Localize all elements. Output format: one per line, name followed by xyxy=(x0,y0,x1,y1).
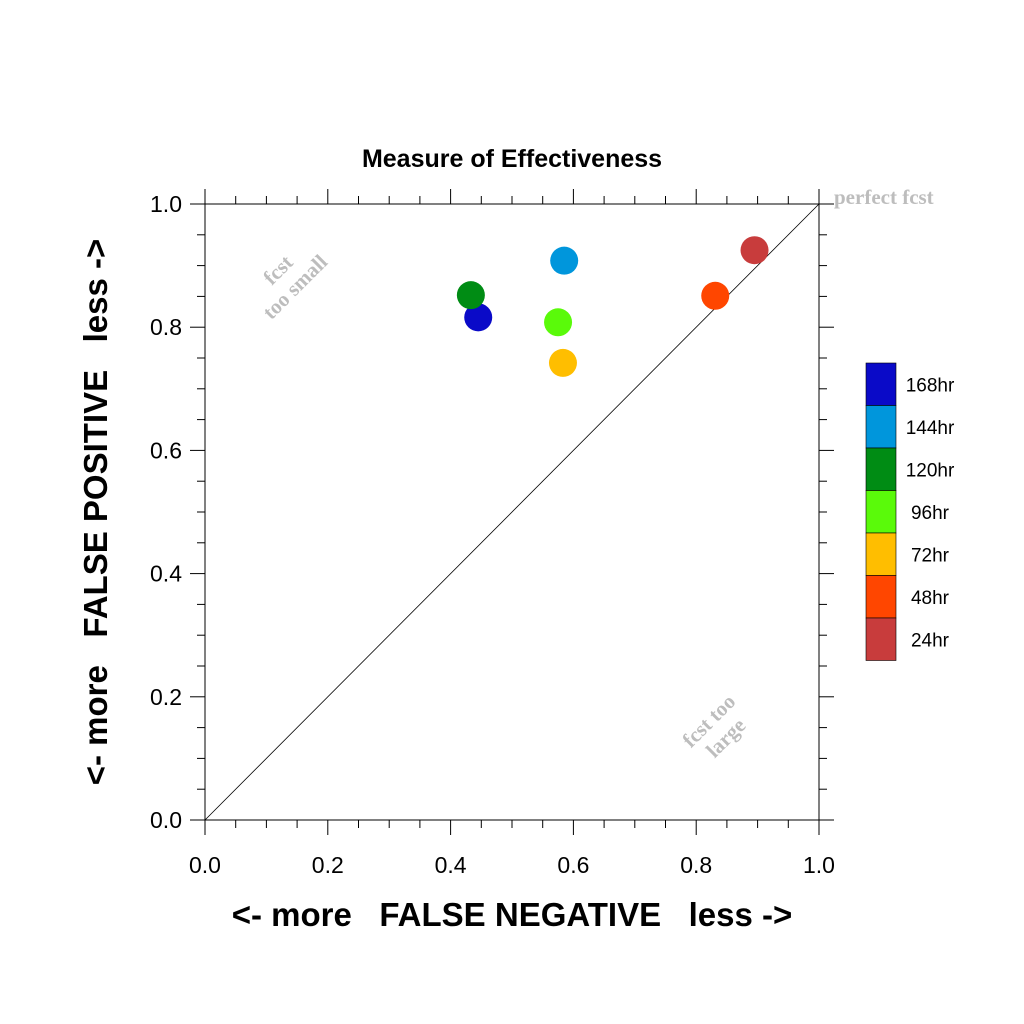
point-96hr xyxy=(544,308,573,337)
y-tick-label: 1.0 xyxy=(150,191,182,217)
y-tick-label: 0.6 xyxy=(150,437,182,463)
perfect-fcst-annotation: perfect fcst xyxy=(834,185,934,209)
y-axis-label: <- more FALSE POSITIVE less -> xyxy=(77,239,114,786)
chart-title: Measure of Effectiveness xyxy=(362,145,662,173)
legend-label-168hr: 168hr xyxy=(906,375,955,396)
y-tick-label: 0.2 xyxy=(150,684,182,710)
legend-label-72hr: 72hr xyxy=(911,545,950,566)
y-tick-labels: 0.0 0.2 0.4 0.6 0.8 1.0 xyxy=(150,191,182,833)
legend-label-144hr: 144hr xyxy=(906,418,955,439)
x-tick-label: 0.0 xyxy=(189,852,221,878)
legend-label-24hr: 24hr xyxy=(911,630,950,651)
data-points xyxy=(456,236,769,377)
x-tick-label: 0.2 xyxy=(312,852,344,878)
legend-label-48hr: 48hr xyxy=(911,588,950,609)
point-120hr xyxy=(456,281,485,310)
point-144hr xyxy=(550,246,579,275)
x-tick-labels: 0.0 0.2 0.4 0.6 0.8 1.0 xyxy=(189,852,835,878)
legend-swatch-144hr xyxy=(865,405,897,449)
too-small-annotation: fcst too small xyxy=(258,250,332,324)
point-72hr xyxy=(548,348,577,377)
point-24hr xyxy=(740,236,769,265)
point-48hr xyxy=(701,281,730,310)
x-tick-label: 0.6 xyxy=(557,852,589,878)
x-tick-label: 1.0 xyxy=(803,852,835,878)
legend-swatch-24hr xyxy=(865,617,897,661)
legend-swatch-48hr xyxy=(865,575,897,619)
legend-swatch-120hr xyxy=(865,447,897,491)
legend-swatch-96hr xyxy=(865,490,897,534)
legend-swatch-72hr xyxy=(865,532,897,576)
too-large-annotation: fcst too large xyxy=(677,689,750,762)
y-tick-label: 0.4 xyxy=(150,561,182,587)
x-axis-label: <- more FALSE NEGATIVE less -> xyxy=(232,896,793,933)
legend-label-96hr: 96hr xyxy=(911,503,950,524)
axis-ticks xyxy=(190,189,834,835)
legend-label-120hr: 120hr xyxy=(906,460,955,481)
y-tick-label: 0.0 xyxy=(150,807,182,833)
legend-swatch-168hr xyxy=(865,362,897,406)
x-tick-label: 0.8 xyxy=(680,852,712,878)
legend: 168hr 144hr 120hr 96hr 72hr 48hr 24hr xyxy=(865,362,955,661)
point-168hr xyxy=(464,303,493,332)
x-tick-label: 0.4 xyxy=(435,852,467,878)
y-tick-label: 0.8 xyxy=(150,314,182,340)
